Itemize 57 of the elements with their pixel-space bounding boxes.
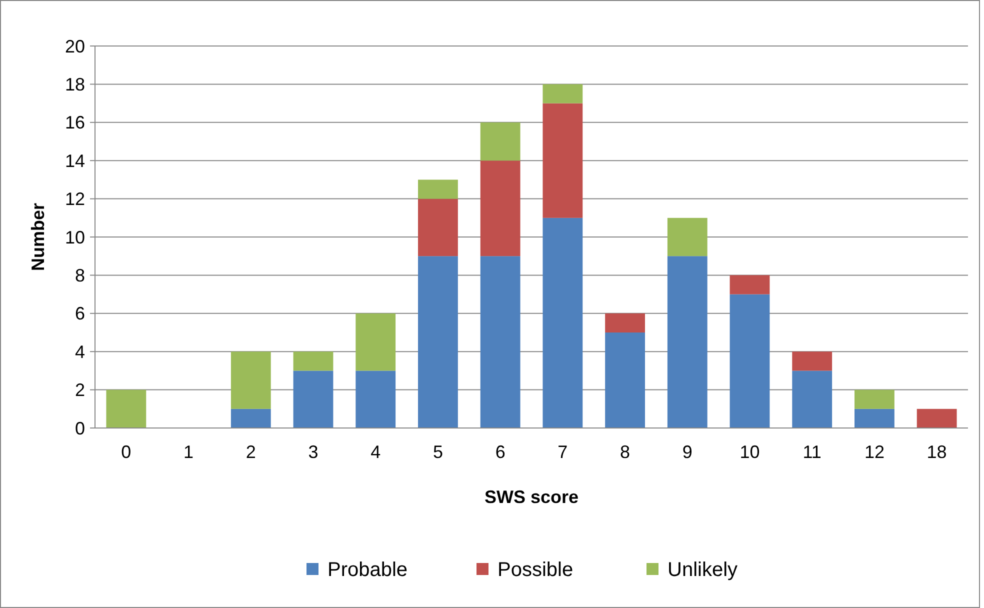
bar bbox=[356, 313, 396, 371]
y-tick-label: 8 bbox=[74, 266, 85, 286]
bar bbox=[480, 256, 520, 428]
bar bbox=[480, 160, 520, 256]
x-tick-label: 18 bbox=[926, 442, 947, 462]
y-axis-title: Number bbox=[28, 202, 48, 272]
bar bbox=[854, 408, 894, 428]
x-tick-label: 6 bbox=[495, 442, 506, 462]
bar bbox=[667, 218, 708, 256]
y-tick-label: 4 bbox=[74, 342, 85, 362]
bar bbox=[542, 218, 583, 428]
bar bbox=[792, 370, 832, 428]
x-tick-label: 10 bbox=[740, 442, 760, 462]
x-tick-label: 12 bbox=[864, 442, 884, 462]
bar bbox=[230, 408, 271, 428]
legend-label: Unlikely bbox=[668, 559, 738, 581]
legend-label: Possible bbox=[498, 559, 574, 581]
bar bbox=[542, 103, 583, 218]
bar bbox=[605, 313, 645, 332]
x-tick-label: 4 bbox=[370, 442, 381, 462]
bar bbox=[230, 352, 271, 409]
bar bbox=[605, 332, 645, 428]
x-tick-label: 3 bbox=[308, 442, 318, 462]
x-axis-title: SWS score bbox=[484, 487, 579, 507]
bar bbox=[293, 370, 334, 428]
bar bbox=[730, 294, 770, 428]
y-tick-label: 16 bbox=[64, 112, 85, 133]
bar bbox=[418, 198, 458, 256]
y-tick-label: 10 bbox=[64, 227, 85, 248]
x-tick-label: 9 bbox=[682, 442, 692, 462]
x-tick-label: 0 bbox=[121, 442, 132, 462]
bar bbox=[293, 352, 334, 371]
x-tick-label: 8 bbox=[620, 442, 630, 462]
bar bbox=[916, 408, 957, 428]
bar bbox=[667, 256, 708, 428]
legend-label: Probable bbox=[328, 559, 408, 581]
y-tick-label: 14 bbox=[64, 150, 85, 171]
y-tick-label: 0 bbox=[74, 418, 85, 438]
y-tick-label: 20 bbox=[64, 36, 85, 56]
x-tick-label: 2 bbox=[246, 442, 256, 462]
x-tick-label: 5 bbox=[432, 442, 443, 462]
y-tick-label: 6 bbox=[74, 304, 85, 324]
bar bbox=[356, 370, 396, 428]
y-tick-label: 12 bbox=[64, 189, 85, 210]
bar bbox=[730, 275, 770, 294]
y-tick-label: 2 bbox=[74, 380, 85, 400]
y-tick-label: 18 bbox=[64, 74, 85, 94]
bar bbox=[418, 256, 458, 428]
bar bbox=[792, 352, 832, 371]
x-tick-label: 7 bbox=[558, 442, 568, 462]
x-tick-label: 11 bbox=[802, 442, 822, 462]
bar bbox=[542, 84, 583, 104]
bar bbox=[480, 122, 520, 161]
bar bbox=[106, 390, 146, 428]
bar bbox=[418, 180, 458, 199]
bar bbox=[854, 390, 894, 409]
x-tick-label: 1 bbox=[184, 442, 194, 462]
